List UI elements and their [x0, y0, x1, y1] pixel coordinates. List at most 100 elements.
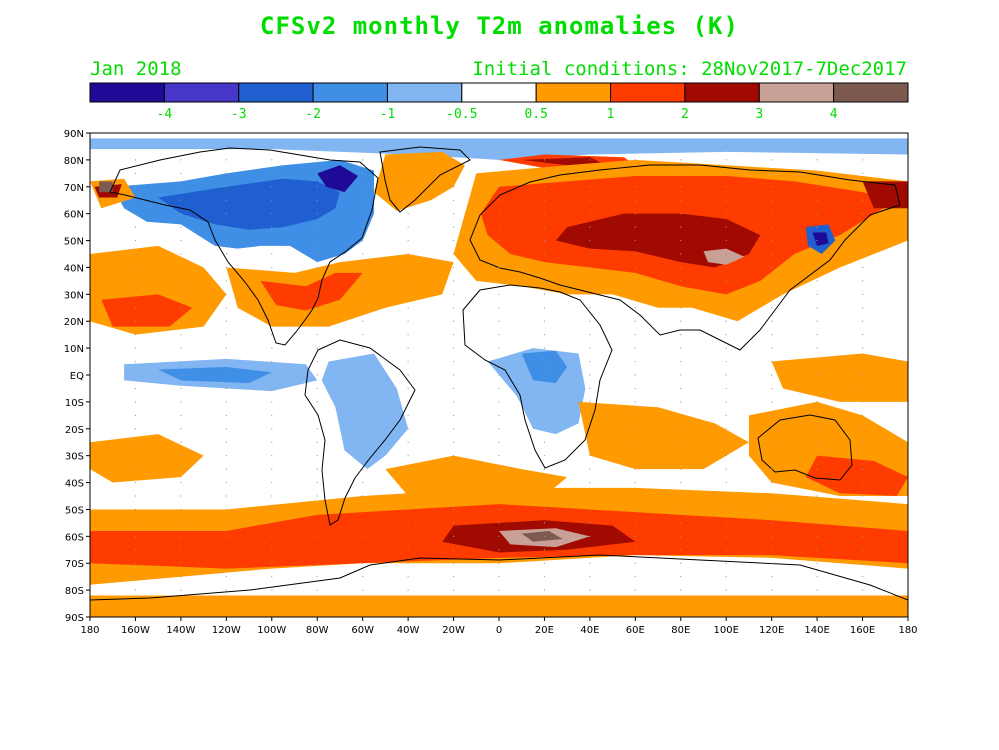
grid-dot	[861, 226, 864, 228]
grid-dot	[634, 320, 636, 322]
grid-dot	[725, 320, 727, 322]
grid-dot	[362, 374, 364, 376]
grid-dot	[452, 253, 455, 255]
grid-dot	[271, 535, 273, 537]
grid-dot	[589, 145, 591, 148]
lon-label: 40W	[397, 625, 420, 636]
grid-dot	[134, 414, 137, 416]
lat-label: 30N	[64, 290, 84, 301]
grid-dot	[134, 401, 137, 403]
grid-dot	[498, 320, 500, 322]
grid-dot	[634, 213, 636, 215]
grid-dot	[771, 414, 773, 416]
grid-dot	[543, 401, 546, 403]
grid-dot	[725, 508, 727, 511]
grid-dot	[589, 602, 591, 605]
grid-dot	[271, 266, 273, 269]
grid-dot	[134, 213, 137, 215]
grid-dot	[816, 226, 818, 228]
grid-dot	[180, 253, 182, 255]
grid-dot	[543, 374, 546, 376]
grid-dot	[634, 562, 636, 564]
coastline-africa	[462, 284, 613, 469]
grid-dot	[816, 589, 818, 591]
lat-label: 70S	[65, 559, 84, 570]
grid-dot	[362, 145, 364, 148]
grid-dot	[271, 226, 273, 228]
grid-dot	[861, 428, 864, 430]
grid-dot	[725, 387, 727, 390]
grid-dot	[225, 495, 227, 497]
grid-dot	[225, 602, 227, 605]
grid-dot	[407, 401, 409, 403]
colorbar-bin	[833, 82, 909, 103]
grid-dot	[498, 159, 500, 161]
grid-dot	[498, 226, 500, 228]
grid-dot	[407, 508, 409, 511]
grid-dot	[543, 360, 546, 363]
grid-dot	[225, 226, 227, 228]
grid-dot	[271, 239, 273, 242]
grid-dot	[816, 387, 818, 390]
grid-dot	[180, 401, 182, 403]
grid-dot	[452, 508, 455, 511]
lat-label: 80S	[65, 586, 84, 597]
grid-dot	[543, 334, 546, 336]
grid-dot	[816, 199, 818, 201]
grid-dot	[271, 307, 273, 309]
grid-dot	[771, 266, 773, 269]
grid-dot	[861, 293, 864, 295]
grid-dot	[180, 186, 182, 188]
grid-dot	[725, 374, 727, 376]
grid-dot	[134, 334, 137, 336]
grid-dot	[180, 414, 182, 416]
grid-dot	[362, 428, 364, 430]
grid-dot	[362, 455, 364, 457]
anomaly-alaska-strong	[99, 181, 113, 193]
anomaly-southern-ocean-extreme	[521, 530, 563, 542]
grid-dot	[543, 481, 546, 484]
grid-dot	[452, 576, 455, 578]
grid-dot	[771, 213, 773, 215]
grid-dot	[180, 468, 182, 470]
grid-dot	[407, 576, 409, 578]
grid-dot	[543, 522, 546, 524]
grid-dot	[725, 307, 727, 309]
grid-dot	[589, 199, 591, 201]
grid-dot	[452, 360, 455, 363]
grid-dot	[180, 441, 182, 443]
grid-dot	[180, 428, 182, 430]
grid-dot	[316, 159, 318, 161]
grid-dot	[407, 589, 409, 591]
grid-dot	[452, 602, 455, 605]
grid-dot	[589, 495, 591, 497]
grid-dot	[134, 320, 137, 322]
grid-dot	[452, 307, 455, 309]
grid-dot	[134, 508, 137, 511]
grid-dot	[771, 428, 773, 430]
grid-dot	[407, 307, 409, 309]
grid-dot	[134, 589, 137, 591]
grid-dot	[680, 468, 682, 470]
lon-label: 120W	[212, 625, 241, 636]
grid-dot	[180, 562, 182, 564]
grid-dot	[543, 293, 546, 295]
grid-dot	[362, 213, 364, 215]
grid-dot	[407, 535, 409, 537]
lon-label: 60W	[351, 625, 374, 636]
grid-dot	[180, 360, 182, 363]
grid-dot	[680, 186, 682, 188]
grid-dot	[634, 549, 636, 551]
grid-dot	[316, 535, 318, 537]
colorbar-bin	[163, 82, 240, 103]
grid-dot	[134, 602, 137, 605]
lat-label: 70N	[64, 183, 84, 194]
grid-dot	[725, 602, 727, 605]
grid-dot	[498, 522, 500, 524]
grid-dot	[452, 199, 455, 201]
grid-dot	[861, 495, 864, 497]
grid-dot	[225, 414, 227, 416]
grid-dot	[589, 387, 591, 390]
grid-dot	[316, 414, 318, 416]
grid-dot	[271, 387, 273, 390]
